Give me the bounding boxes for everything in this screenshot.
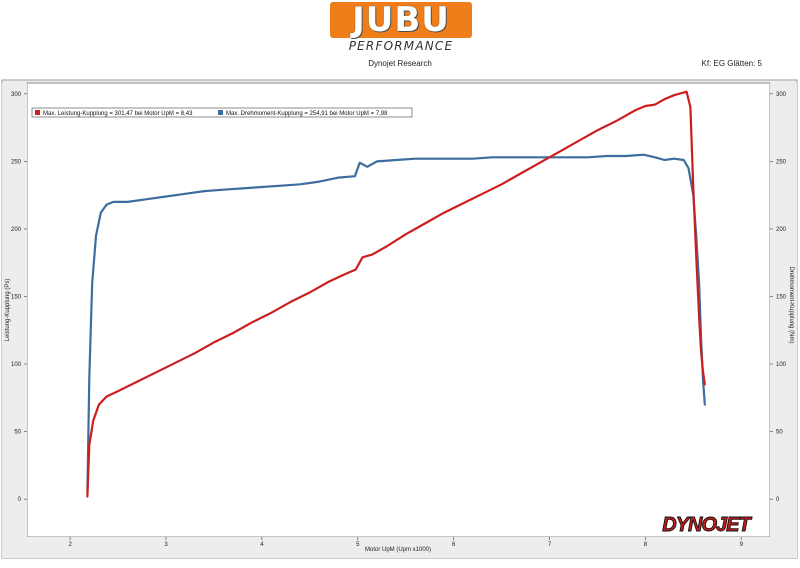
left-y-tick-label: 50 (14, 430, 21, 436)
x-tick-label: 2 (68, 542, 72, 548)
logo-sub-text: PERFORMANCE (348, 39, 454, 53)
right-axis-band (770, 83, 797, 537)
bottom-axis-band (2, 537, 797, 558)
x-tick-label: 7 (548, 542, 552, 548)
torque-curve (86, 153, 706, 494)
power-curve (86, 90, 706, 498)
x-axis-ticks: 2 3 4 5 6 7 8 9 (68, 537, 744, 548)
legend-swatch-power (35, 110, 40, 115)
left-y-tick-label: 250 (11, 159, 22, 165)
left-axis-band (2, 83, 27, 537)
right-y-tick-label: 50 (776, 430, 783, 436)
right-y-tick-label: 200 (776, 227, 787, 233)
left-y-tick-label: 200 (11, 227, 22, 233)
left-y-tick-label: 100 (11, 362, 22, 368)
plot-area (26, 82, 771, 538)
x-tick-label: 8 (644, 542, 648, 548)
smoothing-info: Kf: EG Glätten: 5 (701, 59, 762, 68)
right-y-tick-label: 0 (776, 497, 780, 503)
logo-orange-box (330, 2, 472, 38)
right-y-tick-label: 150 (776, 294, 787, 300)
left-y-tick-label: 150 (11, 294, 22, 300)
x-tick-label: 9 (740, 542, 744, 548)
series-lines (86, 90, 706, 498)
legend: Max. Leistung-Kupplung = 301,47 bei Moto… (31, 107, 413, 118)
left-y-tick-label: 0 (18, 497, 22, 503)
right-y-tick-label: 250 (776, 159, 787, 165)
right-y-tick-label: 100 (776, 362, 787, 368)
x-tick-label: 5 (356, 542, 360, 548)
legend-swatch-torque (218, 110, 223, 115)
right-y-tick-label: 300 (776, 92, 787, 98)
left-y-axis-ticks: 0 50 100 150 200 250 300 (11, 92, 27, 503)
dynojet-logo-text: DYNOJET (662, 514, 752, 536)
legend-label-torque: Max. Drehmoment-Kupplung = 254,91 bei Mo… (226, 111, 388, 117)
right-y-axis-ticks: 0 50 100 150 200 250 300 (770, 92, 787, 503)
legend-label-power: Max. Leistung-Kupplung = 301,47 bei Moto… (43, 111, 193, 117)
x-tick-label: 3 (164, 542, 168, 548)
chart-source-title: Dynojet Research (368, 59, 432, 68)
left-y-axis-label: Leistung-Kupplung (Ps) (5, 279, 11, 342)
jubu-performance-logo: JUBU PERFORMANCE (330, 0, 475, 53)
x-axis-label: Motor UpM (Upm x1000) (365, 547, 431, 553)
logo-main-text: JUBU (352, 0, 450, 40)
dynojet-logo: DYNOJET (662, 514, 754, 537)
left-y-tick-label: 300 (11, 92, 22, 98)
x-tick-label: 4 (260, 542, 264, 548)
x-tick-label: 6 (452, 542, 456, 548)
right-y-axis-label: Drehmoment-Kupplung (Nm) (788, 266, 794, 343)
